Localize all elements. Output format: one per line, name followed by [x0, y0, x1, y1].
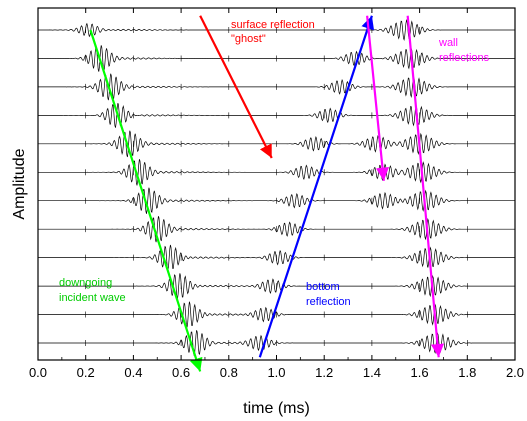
x-tick-label: 0.4: [124, 365, 142, 380]
x-tick-label: 1.4: [363, 365, 381, 380]
x-axis-label: time (ms): [243, 400, 310, 417]
annotation-text: bottom: [306, 281, 340, 293]
bottom-arrow: [258, 15, 375, 358]
annotation-text: reflections: [439, 52, 490, 64]
trace-line: [38, 273, 515, 299]
annotation-text: incident wave: [59, 292, 126, 304]
wall-arrow-1: [366, 15, 390, 181]
x-tick-label: 0.6: [172, 365, 190, 380]
incident-arrow: [89, 29, 203, 372]
x-tick-label: 1.0: [267, 365, 285, 380]
annotation-text: wall: [438, 37, 458, 49]
annotation-text: surface reflection: [231, 19, 315, 31]
trace-group: [37, 18, 516, 356]
annotation-text: "ghost": [231, 33, 266, 45]
annotation-group: surface reflection "ghost" wall reflections…: [59, 19, 490, 308]
arrow-group: [89, 15, 445, 372]
wall-arrow-2: [406, 15, 445, 358]
x-tick-label: 0.2: [77, 365, 95, 380]
x-tick-label: 1.2: [315, 365, 333, 380]
annotation-text: downgoing: [59, 277, 112, 289]
x-tick-label: 0.8: [220, 365, 238, 380]
x-tick-label: 1.8: [458, 365, 476, 380]
surface-arrow: [199, 15, 273, 159]
x-tick-label: 1.6: [411, 365, 429, 380]
x-tick-label: 2.0: [506, 365, 524, 380]
x-tick-label: 0.0: [29, 365, 47, 380]
annotation-text: reflection: [306, 296, 351, 308]
x-axis-ticks: 0.0 0.2 0.4 0.6 0.8 1.0 1.2 1.4 1.6 1.8 2.0: [29, 8, 524, 380]
y-axis-label: Amplitude: [11, 148, 28, 219]
